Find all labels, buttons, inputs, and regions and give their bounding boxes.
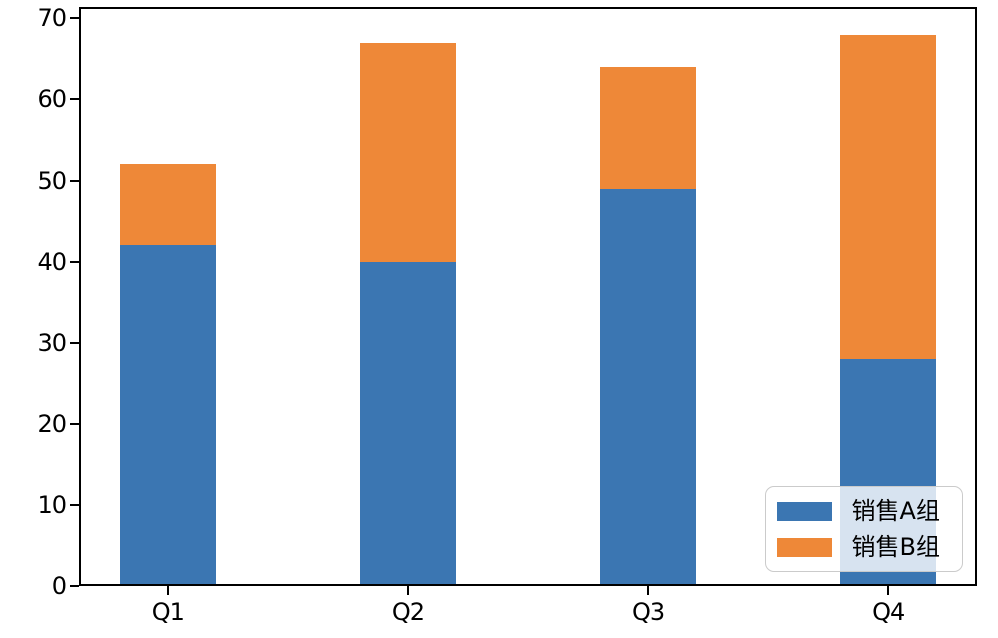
y-tick-mark-40 [70, 260, 79, 263]
bar-segment-Q2-销售B组 [359, 42, 456, 262]
y-tick-label-70: 70 [37, 4, 67, 33]
x-tick-label-Q4: Q4 [872, 598, 905, 626]
x-tick-mark-Q3 [647, 586, 650, 595]
y-tick-mark-60 [70, 98, 79, 101]
bars-layer [79, 7, 977, 586]
bar-segment-Q3-销售B组 [600, 67, 697, 189]
y-tick-label-0: 0 [51, 572, 67, 600]
y-tick-mark-50 [70, 179, 79, 182]
x-tick-mark-Q4 [887, 586, 890, 595]
y-tick-mark-0 [70, 585, 79, 587]
x-tick-label-Q2: Q2 [391, 598, 425, 626]
y-tick-label-20: 20 [37, 409, 67, 438]
y-tick-label-10: 10 [37, 490, 67, 519]
legend: 销售A组销售B组 [764, 486, 963, 572]
y-tick-mark-30 [70, 341, 79, 344]
legend-label: 销售B组 [851, 533, 940, 561]
y-tick-mark-70 [70, 17, 79, 20]
y-tick-label-30: 30 [37, 328, 67, 357]
bar-segment-Q1-销售A组 [119, 245, 216, 586]
y-tick-mark-10 [70, 503, 79, 506]
x-tick-mark-Q1 [166, 586, 169, 595]
x-tick-mark-Q2 [406, 586, 409, 595]
legend-label: 销售A组 [851, 497, 940, 525]
bar-segment-Q2-销售A组 [359, 261, 456, 586]
legend-swatch-icon [776, 501, 832, 521]
bar-segment-Q4-销售B组 [840, 34, 937, 359]
x-tick-label-Q1: Q1 [151, 598, 185, 626]
y-tick-label-50: 50 [37, 166, 67, 195]
legend-swatch-icon [776, 537, 832, 557]
legend-item-销售B组: 销售B组 [776, 533, 940, 561]
bar-segment-Q3-销售A组 [600, 188, 697, 586]
y-tick-label-40: 40 [37, 247, 67, 276]
legend-item-销售A组: 销售A组 [776, 497, 940, 525]
y-tick-label-60: 60 [37, 85, 67, 114]
y-tick-mark-20 [70, 422, 79, 425]
bar-segment-Q1-销售B组 [119, 164, 216, 246]
x-tick-label-Q3: Q3 [631, 598, 665, 626]
